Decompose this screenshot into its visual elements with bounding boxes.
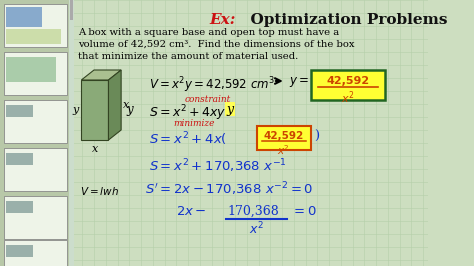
Text: x: x xyxy=(122,100,129,110)
Text: $2x -$: $2x -$ xyxy=(176,205,207,218)
Text: $x^2$: $x^2$ xyxy=(341,89,355,106)
Bar xyxy=(4,240,67,266)
Text: x: x xyxy=(92,144,98,154)
Bar xyxy=(6,201,34,213)
Bar xyxy=(6,29,61,44)
Text: that minimize the amount of material used.: that minimize the amount of material use… xyxy=(78,52,298,61)
Text: Optimization Problems: Optimization Problems xyxy=(239,13,447,27)
Polygon shape xyxy=(82,70,121,80)
Text: ): ) xyxy=(314,130,319,143)
Bar xyxy=(4,196,67,239)
Text: $S' = 2x - 170{,}368\ x^{-2} = 0$: $S' = 2x - 170{,}368\ x^{-2} = 0$ xyxy=(145,180,313,198)
Text: y: y xyxy=(73,105,79,115)
Text: y: y xyxy=(127,103,133,116)
Bar xyxy=(4,52,67,95)
Bar xyxy=(0,0,74,266)
Bar xyxy=(4,148,67,191)
FancyBboxPatch shape xyxy=(311,70,385,100)
Text: Ex:: Ex: xyxy=(210,13,236,27)
FancyBboxPatch shape xyxy=(257,126,311,150)
Text: y: y xyxy=(226,103,233,116)
Text: $S = x^2 + 4x($: $S = x^2 + 4x($ xyxy=(149,130,227,148)
Text: $x^2$: $x^2$ xyxy=(249,221,264,238)
Polygon shape xyxy=(82,80,109,140)
Text: 170,368: 170,368 xyxy=(228,205,280,218)
Bar xyxy=(6,105,34,117)
Text: $= 0$: $= 0$ xyxy=(291,205,317,218)
Text: $y =$: $y =$ xyxy=(289,75,310,89)
Polygon shape xyxy=(109,70,121,140)
FancyBboxPatch shape xyxy=(225,102,235,115)
Text: $x^2$: $x^2$ xyxy=(277,143,290,157)
Bar xyxy=(69,0,74,266)
Bar xyxy=(6,153,34,165)
Text: $V = x^2y = 42{,}592\ cm^3$: $V = x^2y = 42{,}592\ cm^3$ xyxy=(149,75,275,95)
Bar xyxy=(70,0,73,20)
Text: constraint: constraint xyxy=(185,95,231,104)
Text: volume of 42,592 cm³.  Find the dimensions of the box: volume of 42,592 cm³. Find the dimension… xyxy=(78,40,354,49)
Bar xyxy=(6,7,43,27)
Text: A box with a square base and open top must have a: A box with a square base and open top mu… xyxy=(78,28,339,37)
Text: 42,592: 42,592 xyxy=(327,76,370,86)
Bar xyxy=(6,245,34,257)
Bar xyxy=(6,57,56,82)
Bar xyxy=(4,100,67,143)
Text: minimize: minimize xyxy=(173,119,215,128)
Bar xyxy=(4,4,67,47)
Text: $S = x^2 + 4xy$: $S = x^2 + 4xy$ xyxy=(149,103,227,123)
Text: $V = lwh$: $V = lwh$ xyxy=(80,185,118,197)
Text: 42,592: 42,592 xyxy=(264,131,304,141)
Text: $S = x^2 + 170{,}368\ x^{-1}$: $S = x^2 + 170{,}368\ x^{-1}$ xyxy=(149,157,287,174)
